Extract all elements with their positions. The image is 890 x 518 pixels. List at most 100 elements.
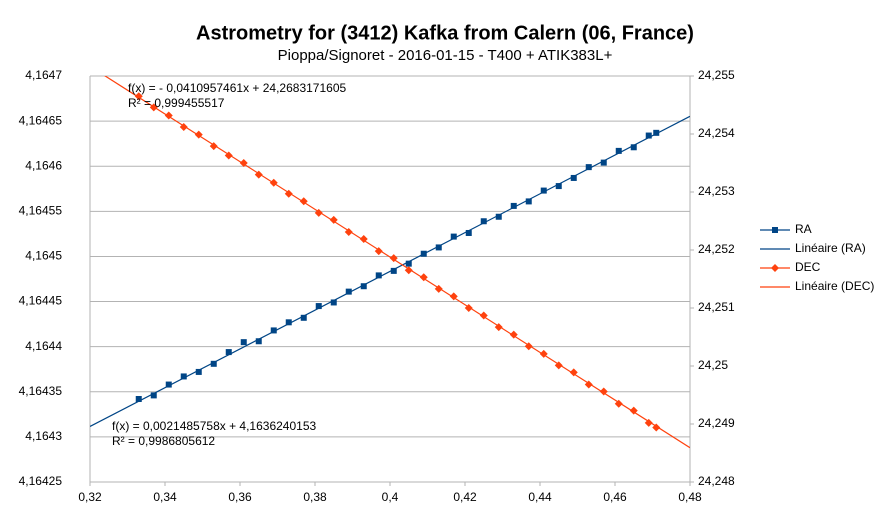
legend-label: DEC (795, 260, 821, 274)
point (194, 130, 203, 139)
point (420, 250, 427, 257)
point (164, 111, 173, 120)
point (179, 123, 188, 132)
trendline-equation: f(x) = 0,0021485758x + 4,1636240153 (112, 419, 316, 433)
point (180, 373, 187, 380)
y-tick-label: 4,1646 (25, 158, 62, 172)
y2-tick-label: 24,255 (698, 68, 735, 82)
point (495, 213, 502, 220)
point (644, 418, 653, 427)
y2-tick-label: 24,252 (698, 242, 735, 256)
point (195, 368, 202, 375)
chart-subtitle: Pioppa/Signoret - 2016-01-15 - T400 + AT… (278, 47, 613, 64)
point (614, 399, 623, 408)
chart-title: Astrometry for (3412) Kafka from Calern … (196, 22, 694, 44)
point (209, 142, 218, 151)
plot-area (90, 76, 690, 449)
point (224, 151, 233, 160)
y-tick-label: 4,16455 (19, 204, 63, 218)
point (359, 234, 368, 243)
point (390, 267, 397, 274)
x-tick-label: 0,48 (678, 490, 702, 504)
point (524, 342, 533, 351)
point (525, 198, 532, 205)
point (600, 159, 607, 166)
y-tick-label: 4,1644 (25, 339, 62, 353)
legend-marker (772, 227, 778, 233)
point (150, 392, 157, 399)
point (450, 233, 457, 240)
y-tick-label: 4,16425 (19, 474, 63, 488)
x-tick-label: 0,4 (382, 490, 399, 504)
point (584, 380, 593, 389)
point (360, 283, 367, 290)
trendline-r2: R² = 0,9986805612 (112, 434, 215, 448)
y-tick-label: 4,16445 (19, 294, 63, 308)
x-tick-label: 0,46 (603, 490, 627, 504)
point (300, 314, 307, 321)
point (345, 288, 352, 295)
point (630, 144, 637, 151)
point (480, 218, 487, 225)
point (210, 360, 217, 367)
point (134, 92, 143, 101)
point (434, 284, 443, 293)
point (239, 159, 248, 167)
x-tick-label: 0,32 (78, 490, 102, 504)
point (419, 273, 428, 282)
point (404, 266, 413, 275)
point (555, 183, 562, 190)
y2-tick-label: 24,249 (698, 416, 735, 430)
y2-tick-label: 24,254 (698, 126, 735, 140)
point (344, 228, 353, 237)
point (374, 247, 383, 256)
y2-tick-label: 24,253 (698, 184, 735, 198)
point (314, 208, 323, 217)
point (585, 164, 592, 171)
y-tick-label: 4,1645 (25, 249, 62, 263)
point (554, 361, 563, 370)
point (539, 349, 548, 358)
y-tick-label: 4,16435 (19, 384, 63, 398)
point (569, 368, 578, 377)
point (405, 260, 412, 267)
point (629, 406, 638, 415)
x-tick-label: 0,34 (153, 490, 177, 504)
point (240, 339, 247, 346)
point (255, 338, 262, 345)
y-tick-label: 4,1643 (25, 429, 62, 443)
point (165, 381, 172, 388)
point (284, 189, 293, 198)
legend-marker (771, 264, 779, 272)
point (329, 215, 338, 224)
point (135, 395, 142, 402)
point (330, 299, 337, 306)
point (652, 423, 661, 432)
x-tick-label: 0,38 (303, 490, 327, 504)
point (465, 229, 472, 236)
point (570, 174, 577, 181)
point (510, 202, 517, 209)
legend-label: Linéaire (DEC) (795, 279, 874, 293)
y2-tick-label: 24,251 (698, 300, 735, 314)
point (435, 244, 442, 251)
legend-label: RA (795, 222, 812, 236)
point (225, 349, 232, 356)
trendline-equation: f(x) = - 0,0410957461x + 24,2683171605 (128, 81, 347, 95)
point (269, 178, 278, 187)
y2-tick-label: 24,25 (698, 358, 728, 372)
point (299, 197, 308, 206)
trendline (104, 76, 690, 449)
x-tick-label: 0,42 (453, 490, 477, 504)
y-tick-label: 4,1647 (25, 68, 62, 82)
x-tick-label: 0,44 (528, 490, 552, 504)
point (449, 292, 458, 301)
x-tick-label: 0,36 (228, 490, 252, 504)
point (479, 311, 488, 320)
trendline (90, 115, 690, 427)
point (540, 187, 547, 194)
point (645, 132, 652, 139)
point (285, 319, 292, 326)
point (389, 254, 398, 263)
